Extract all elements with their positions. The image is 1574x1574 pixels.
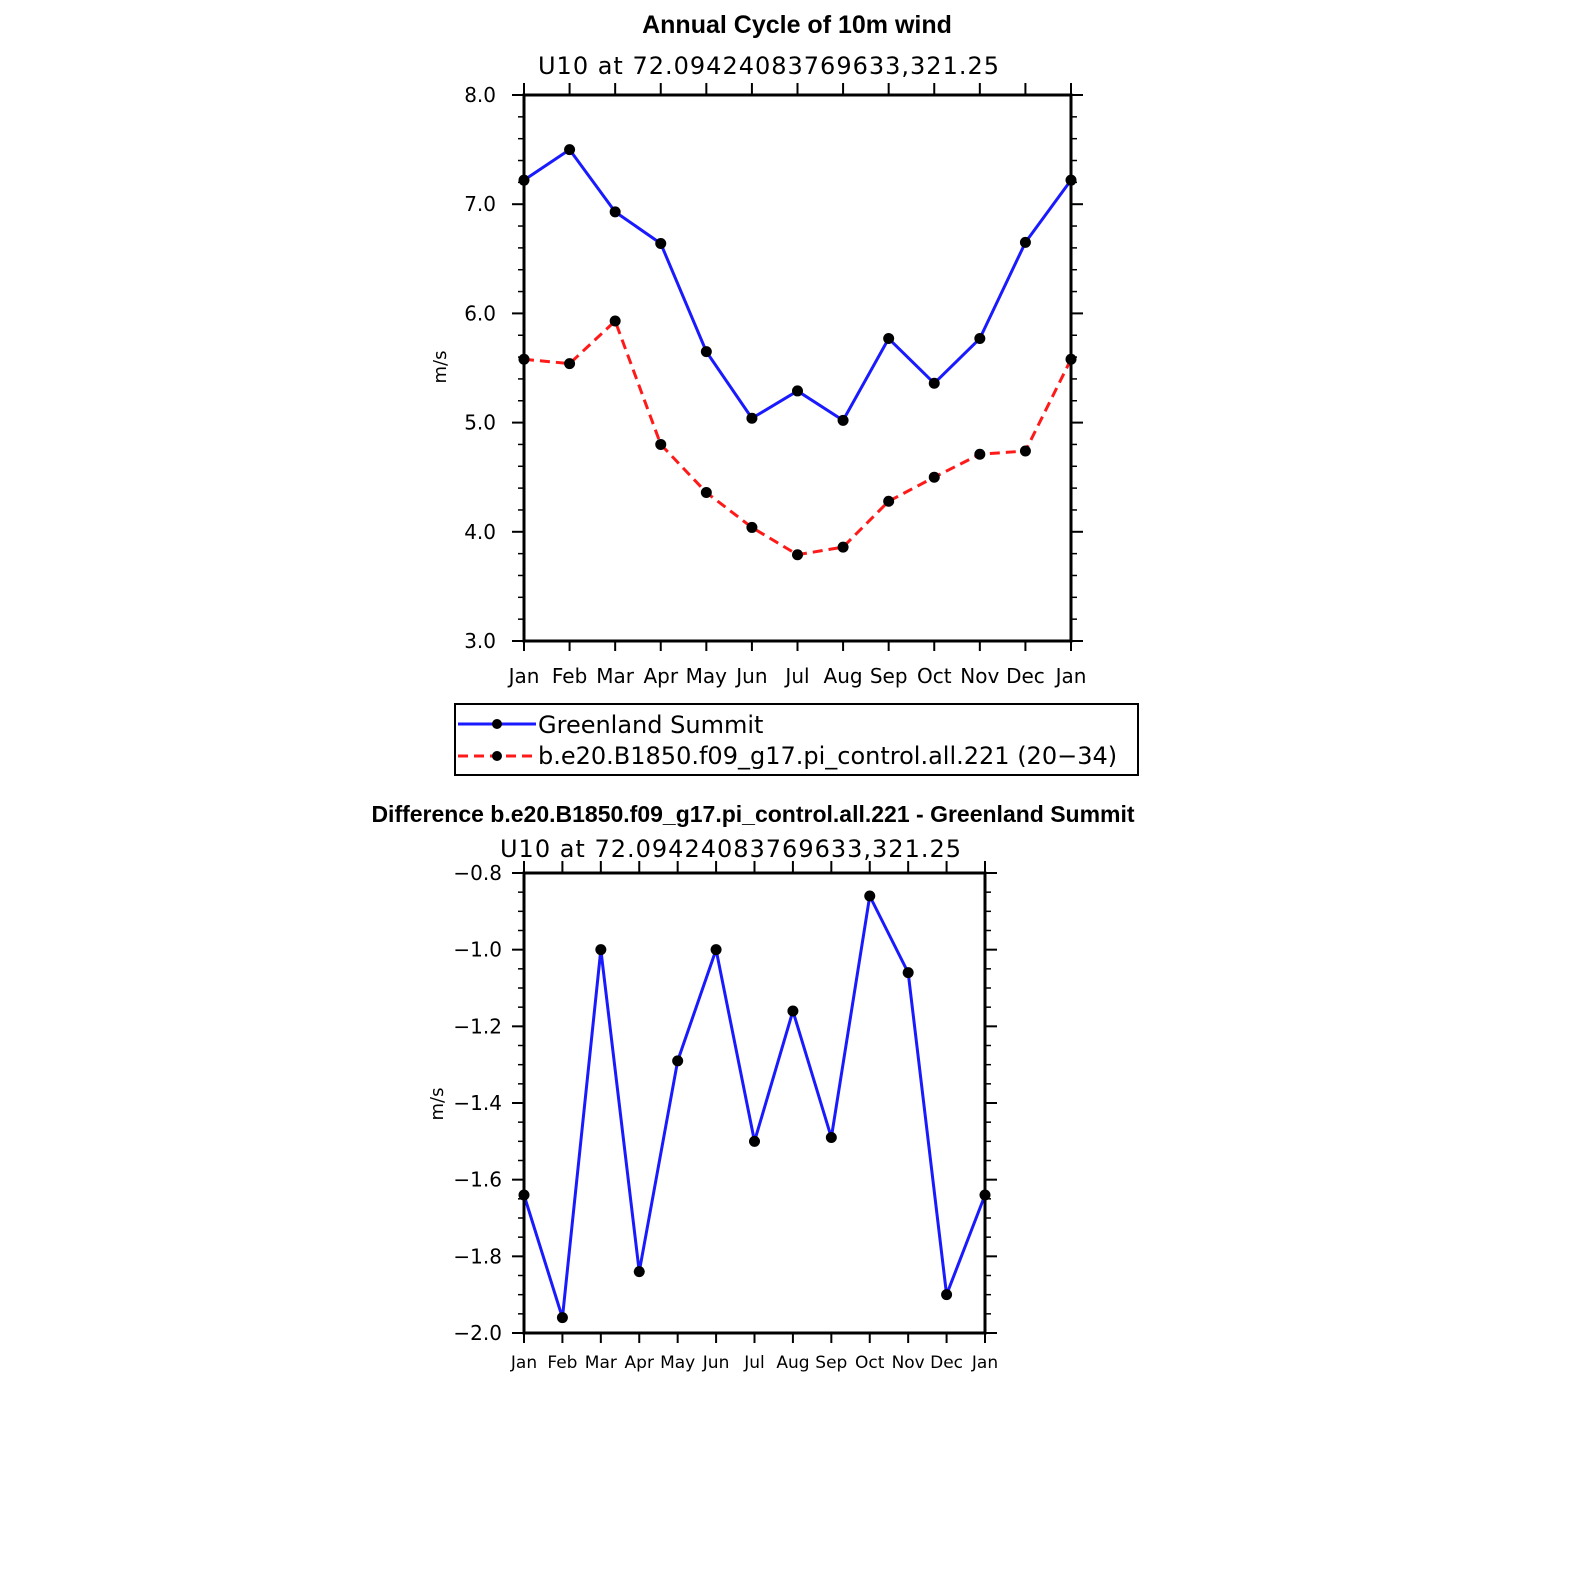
y-tick-label: −2.0 (453, 1321, 502, 1345)
chart-title: Annual Cycle of 10m wind (642, 11, 952, 39)
chart-subtitle: U10 at 72.09424083769633,321.25 (538, 52, 1000, 80)
data-point (609, 206, 621, 218)
x-tick-label: Oct (855, 1353, 885, 1373)
series-line-0 (522, 894, 987, 1320)
x-tick-label: Oct (917, 664, 952, 688)
data-point (746, 412, 758, 424)
data-point (633, 1266, 645, 1278)
x-tick-label: Jan (507, 664, 540, 688)
y-tick-label: 5.0 (464, 411, 496, 435)
data-point (672, 1055, 684, 1067)
x-tick-label: Aug (776, 1353, 809, 1373)
y-tick-label: 4.0 (464, 520, 496, 544)
x-tick-label: Feb (552, 664, 587, 688)
data-point (655, 438, 667, 450)
series-line-0 (523, 148, 1073, 422)
data-point (883, 333, 895, 345)
legend-label-model: b.e20.B1850.f09_g17.pi_control.all.221 (… (538, 742, 1117, 770)
data-point (564, 358, 576, 370)
difference-chart: Difference b.e20.B1850.f09_g17.pi_contro… (371, 801, 1134, 1373)
y-tick-label: 8.0 (464, 83, 496, 107)
data-point (710, 944, 722, 956)
legend-label-greenland: Greenland Summit (538, 711, 763, 739)
plot-frame (522, 93, 1073, 643)
data-point (1019, 445, 1031, 457)
y-tick-label: −1.0 (453, 938, 502, 962)
x-tick-label: Nov (960, 664, 999, 688)
x-tick-label: Apr (625, 1353, 654, 1373)
legend: Greenland Summit b.e20.B1850.f09_g17.pi_… (454, 703, 1139, 776)
data-point (837, 541, 849, 553)
x-tick-label: Jun (702, 1353, 730, 1373)
chart-title: Difference b.e20.B1850.f09_g17.pi_contro… (371, 801, 1134, 827)
x-tick-label: Jul (743, 1353, 765, 1373)
data-point (792, 549, 803, 561)
x-tick-label: Sep (870, 664, 908, 688)
x-tick-label: Jan (1054, 664, 1087, 688)
chart-subtitle: U10 at 72.09424083769633,321.25 (500, 835, 962, 863)
y-tick-label: 6.0 (464, 301, 496, 325)
x-tick-label: Feb (547, 1353, 577, 1373)
data-point (1019, 236, 1031, 248)
data-point (928, 377, 940, 389)
y-tick-label: −1.6 (453, 1168, 502, 1192)
series-line-1 (523, 319, 1073, 557)
x-tick-label: Nov (892, 1353, 925, 1373)
data-point (746, 521, 758, 533)
data-point (941, 1289, 953, 1301)
data-point (883, 495, 895, 507)
x-tick-label: Jul (783, 664, 809, 688)
data-point (825, 1132, 837, 1143)
data-point (655, 238, 667, 250)
x-tick-label: May (660, 1353, 695, 1373)
x-tick-label: Aug (824, 664, 863, 688)
x-tick-label: Jan (971, 1353, 998, 1373)
x-tick-label: May (686, 664, 728, 688)
legend-box (454, 703, 1139, 776)
data-point (864, 890, 876, 902)
x-tick-label: Sep (815, 1353, 847, 1373)
data-point (792, 385, 803, 397)
x-tick-label: Dec (1006, 664, 1045, 688)
x-tick-label: Mar (596, 664, 635, 688)
data-point (974, 333, 986, 345)
y-axis-label: m/s (430, 351, 451, 384)
y-axis-label: m/s (427, 1088, 448, 1121)
data-point (837, 414, 849, 426)
data-point (595, 944, 607, 956)
y-tick-label: 3.0 (464, 629, 496, 653)
y-tick-label: −1.8 (453, 1244, 502, 1268)
y-tick-label: −0.8 (453, 861, 502, 885)
legend-marker-greenland (492, 719, 502, 729)
data-point (787, 1005, 799, 1017)
x-tick-label: Apr (643, 664, 678, 688)
data-point (974, 448, 986, 460)
data-point (928, 471, 940, 483)
legend-marker-model (492, 751, 502, 761)
data-point (902, 967, 914, 979)
y-tick-label: 7.0 (464, 192, 496, 216)
x-tick-label: Mar (585, 1353, 617, 1373)
data-point (564, 144, 576, 156)
x-tick-label: Jan (510, 1353, 537, 1373)
x-tick-label: Jun (734, 664, 767, 688)
data-point (700, 346, 712, 358)
plot-frame (522, 871, 987, 1335)
data-point (556, 1312, 568, 1324)
annual-cycle-chart: Annual Cycle of 10m wind U10 at 72.09424… (430, 11, 1139, 776)
data-point (749, 1135, 760, 1147)
x-tick-label: Dec (930, 1353, 963, 1373)
y-tick-label: −1.4 (453, 1091, 502, 1115)
y-tick-label: −1.2 (453, 1014, 502, 1038)
data-point (609, 315, 621, 327)
data-point (700, 486, 712, 498)
